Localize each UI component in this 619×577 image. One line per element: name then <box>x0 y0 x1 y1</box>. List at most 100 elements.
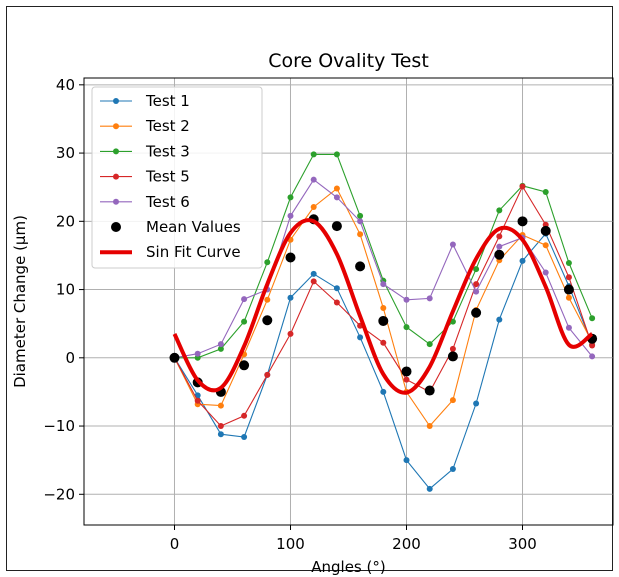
data-point <box>357 212 364 219</box>
y-tick-label: −10 <box>43 417 75 435</box>
legend-label: Sin Fit Curve <box>146 243 241 261</box>
series-test-1 <box>171 230 596 492</box>
data-point <box>589 353 596 360</box>
data-point <box>403 376 410 383</box>
series-sin-fit-curve <box>172 218 594 395</box>
mean-point <box>540 225 551 236</box>
legend-marker <box>113 148 119 155</box>
y-tick-label: −20 <box>43 485 75 503</box>
legend-item: Test 1 <box>100 92 190 110</box>
data-point <box>241 412 248 419</box>
legend-item: Test 6 <box>100 193 190 211</box>
data-point <box>333 151 340 158</box>
data-point <box>473 288 480 295</box>
mean-point <box>401 366 412 377</box>
data-point <box>473 400 480 407</box>
data-point <box>333 299 340 306</box>
data-point <box>217 431 224 438</box>
chart-title: Core Ovality Test <box>268 50 429 72</box>
mean-point <box>239 360 250 371</box>
data-point <box>380 388 387 395</box>
data-point <box>287 212 294 219</box>
data-point <box>310 176 317 183</box>
legend-marker <box>113 198 119 205</box>
data-point <box>287 330 294 337</box>
data-point <box>565 274 572 281</box>
legend-label: Test 1 <box>145 92 190 110</box>
x-axis-label: Angles (°) <box>311 558 385 576</box>
y-axis-label: Diameter Change (µm) <box>11 215 29 388</box>
data-point <box>310 270 317 277</box>
data-point <box>217 423 224 430</box>
data-point <box>333 185 340 192</box>
data-point <box>217 341 224 348</box>
legend-label: Mean Values <box>146 218 241 236</box>
legend-label: Test 3 <box>145 142 190 160</box>
x-tick-label: 0 <box>170 535 180 553</box>
x-tick-label: 100 <box>276 535 305 553</box>
data-point <box>194 392 201 399</box>
data-point <box>357 218 364 225</box>
mean-point <box>447 351 458 362</box>
legend-item: Mean Values <box>111 218 241 236</box>
data-point <box>310 151 317 158</box>
legend: Test 1 Test 2 Test 3 Test 5 Test 6 Mean Value… <box>91 86 263 269</box>
data-point <box>194 397 201 404</box>
mean-point <box>331 221 342 232</box>
data-point <box>473 266 480 273</box>
mean-point <box>563 284 574 295</box>
data-point <box>287 294 294 301</box>
data-point <box>496 207 503 214</box>
mean-point <box>378 315 389 326</box>
mean-point <box>494 249 505 260</box>
data-point <box>217 402 224 409</box>
legend-marker <box>113 98 119 104</box>
data-point <box>357 231 364 238</box>
data-point <box>565 259 572 266</box>
data-point <box>589 342 596 349</box>
data-point <box>496 243 503 250</box>
legend-item: Test 3 <box>100 142 190 160</box>
data-point <box>426 295 433 302</box>
data-point <box>264 371 271 378</box>
data-point <box>565 324 572 331</box>
data-point <box>380 281 387 288</box>
y-tick-label: 0 <box>65 349 75 367</box>
data-point <box>519 183 526 190</box>
data-point <box>473 281 480 288</box>
data-point <box>542 242 549 249</box>
legend-label: Test 2 <box>145 117 190 135</box>
sin-fit-line <box>172 218 594 395</box>
y-tick-label: 30 <box>56 144 75 162</box>
legend-swatch <box>111 222 121 232</box>
data-point <box>194 350 201 357</box>
data-point <box>380 339 387 346</box>
data-point <box>542 188 549 195</box>
legend-item: Sin Fit Curve <box>100 243 241 261</box>
data-point <box>496 233 503 240</box>
data-point <box>241 433 248 440</box>
data-point <box>565 294 572 301</box>
data-point <box>357 334 364 341</box>
x-tick-label: 200 <box>392 535 421 553</box>
data-point <box>449 466 456 473</box>
data-point <box>241 318 248 325</box>
data-point <box>333 285 340 292</box>
legend-label: Test 6 <box>145 193 190 211</box>
legend-item: Test 2 <box>100 117 190 135</box>
y-tick-label: 40 <box>56 76 75 94</box>
data-point <box>496 316 503 323</box>
legend-marker <box>113 173 119 180</box>
data-point <box>380 304 387 311</box>
data-point <box>241 296 248 303</box>
data-point <box>403 296 410 303</box>
data-point <box>287 194 294 201</box>
data-point <box>519 257 526 264</box>
data-point <box>589 315 596 322</box>
data-point <box>403 457 410 464</box>
mean-point <box>285 252 296 263</box>
plot-area <box>83 77 614 526</box>
legend-item: Test 5 <box>100 168 190 186</box>
data-point <box>310 278 317 285</box>
